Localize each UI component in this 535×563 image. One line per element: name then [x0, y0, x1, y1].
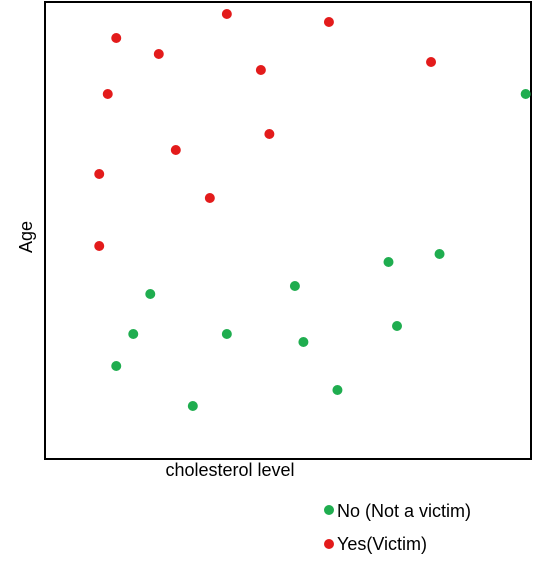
- victim-point-2: [111, 33, 122, 43]
- y-axis-label: Age: [16, 221, 36, 253]
- no-victim-point-11: [187, 401, 198, 411]
- victim-point-0: [221, 9, 232, 19]
- no-victim-point-1: [434, 249, 445, 259]
- legend: No (Not a victim) Yes(Victim): [324, 501, 471, 554]
- victim-point-6: [102, 89, 113, 99]
- victim-point-7: [264, 129, 275, 139]
- plot-frame: [44, 1, 532, 460]
- no-victim-point-8: [298, 337, 309, 347]
- victim-point-4: [426, 57, 437, 67]
- victim-point-11: [94, 241, 105, 251]
- x-axis-label: cholesterol level: [165, 460, 294, 480]
- victim-point-8: [170, 145, 181, 155]
- no-victim-point-9: [111, 361, 122, 371]
- victim-point-3: [153, 49, 164, 59]
- legend-label-yes: Yes(Victim): [337, 534, 427, 554]
- no-victim-point-10: [332, 385, 343, 395]
- no-victim-point-4: [145, 289, 156, 299]
- data-points: [94, 9, 531, 411]
- legend-label-no: No (Not a victim): [337, 501, 471, 521]
- legend-marker-yes: [324, 539, 334, 549]
- no-victim-point-3: [289, 281, 300, 291]
- no-victim-point-7: [221, 329, 232, 339]
- no-victim-point-0: [520, 89, 531, 99]
- no-victim-point-2: [383, 257, 394, 267]
- legend-marker-no: [324, 505, 334, 515]
- victim-point-1: [323, 17, 334, 27]
- no-victim-point-6: [128, 329, 139, 339]
- victim-point-5: [255, 65, 266, 75]
- victim-point-10: [204, 193, 215, 203]
- no-victim-point-5: [392, 321, 403, 331]
- victim-point-9: [94, 169, 105, 179]
